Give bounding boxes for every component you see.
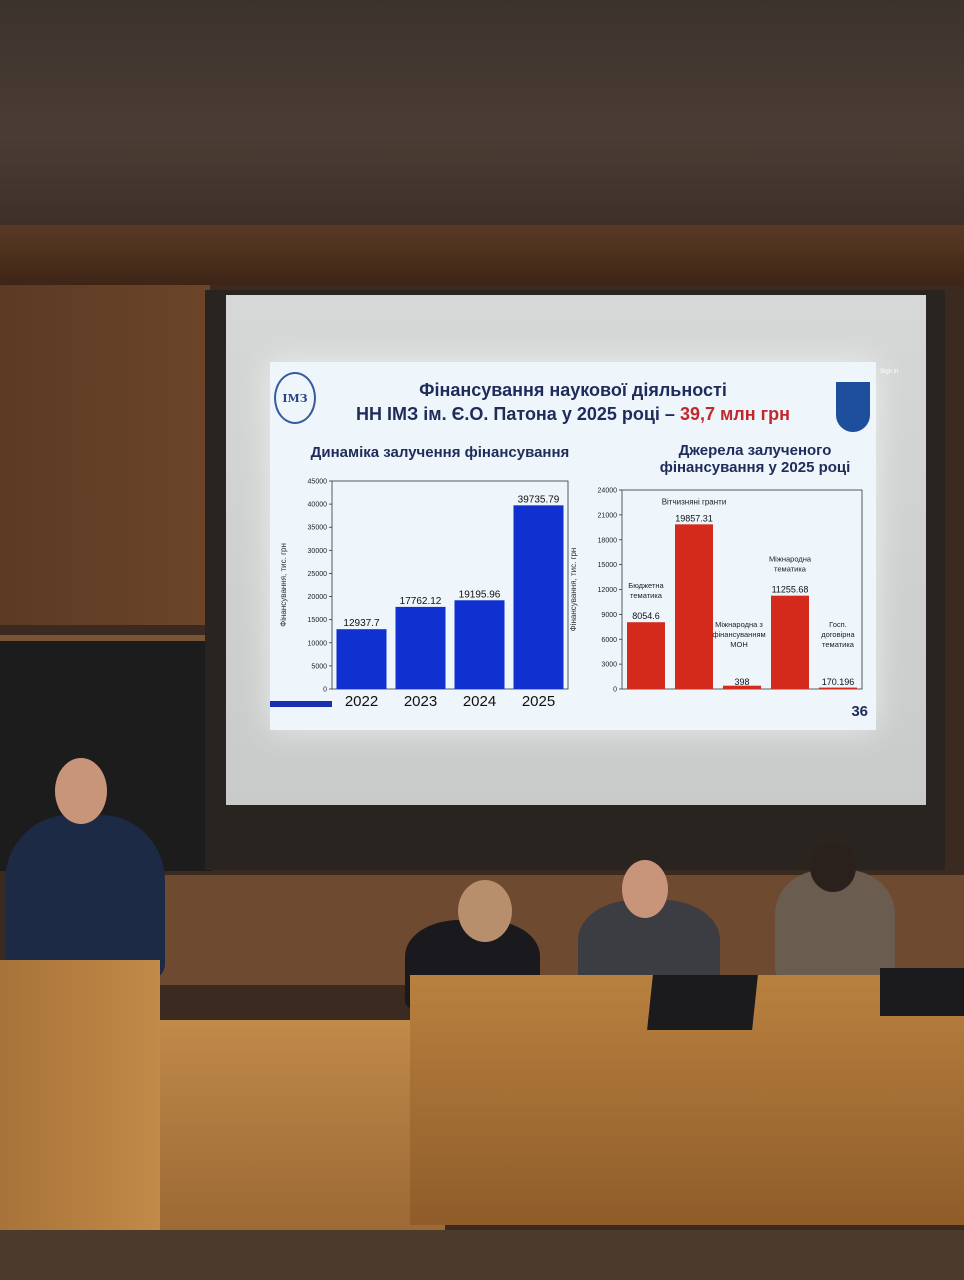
category-label: Бюджетна (628, 581, 664, 590)
kpi-logo-shield-icon (836, 382, 870, 432)
chart1-title: Динаміка залучення фінансування (310, 444, 570, 461)
bar-2-1 (675, 524, 713, 689)
y-tick-label: 3000 (601, 662, 617, 669)
x-tick-label: 2024 (463, 693, 496, 710)
y-axis-label: Фінансування, тис. грн (569, 548, 578, 632)
bar-1-2 (454, 600, 505, 689)
y-tick-label: 45000 (308, 479, 328, 486)
y-tick-label: 15000 (598, 562, 618, 569)
panelist-head (458, 880, 512, 942)
y-tick-label: 35000 (308, 525, 328, 532)
title-highlight: 39,7 млн грн (679, 404, 790, 424)
category-label: Госп. (829, 620, 847, 629)
bar-1-1 (395, 606, 446, 689)
y-tick-label: 20000 (308, 594, 328, 601)
x-tick-label: 2022 (345, 693, 378, 710)
y-tick-label: 40000 (308, 502, 328, 509)
sign-in-link[interactable]: Sign in (880, 369, 899, 375)
bar-2-0 (627, 622, 665, 689)
y-tick-label: 24000 (598, 488, 618, 495)
data-label: 11255.68 (772, 585, 809, 595)
y-tick-label: 6000 (601, 637, 617, 644)
category-label: Вітчизняні гранти (662, 497, 727, 506)
bar-2-4 (819, 687, 857, 689)
y-tick-label: 21000 (598, 512, 618, 519)
funding-dynamics-chart: 0500010000150002000025000300003500040000… (279, 479, 863, 710)
bar-1-0 (336, 629, 387, 689)
side-desk (155, 1020, 445, 1240)
y-tick-label: 15000 (308, 617, 328, 624)
y-tick-label: 9000 (601, 612, 617, 619)
slide-title-line1: Фінансування наукової діяльності (419, 380, 727, 400)
y-tick-label: 25000 (308, 571, 328, 578)
presentation-slide: ІМЗ Фінансування наукової діяльності НН … (270, 362, 876, 730)
x-tick-label: 2023 (404, 693, 437, 710)
x-tick-label: 2025 (522, 693, 555, 710)
category-label: Міжнародна (769, 555, 812, 564)
y-tick-label: 0 (323, 687, 327, 694)
data-label: 19857.31 (675, 513, 713, 523)
category-label: тематика (630, 591, 663, 600)
category-label: фінансуванням (712, 630, 765, 639)
data-label: 39735.79 (518, 494, 560, 505)
data-label: 12937.7 (343, 618, 380, 629)
imz-logo: ІМЗ (274, 372, 316, 424)
data-label: 19195.96 (459, 589, 501, 600)
plot-frame (331, 480, 569, 690)
laptop (647, 975, 758, 1030)
speaker-head (55, 758, 107, 824)
y-axis-label: Фінансування, тис. грн (279, 543, 288, 627)
panelist-head (622, 860, 668, 918)
stone-wall (0, 0, 964, 230)
bar-2-3 (771, 595, 809, 689)
data-label: 8054.6 (632, 611, 660, 621)
category-label: тематика (822, 640, 855, 649)
chart2-title: Джерела залученого фінансування у 2025 р… (659, 442, 851, 476)
category-label: Міжнародна з (715, 620, 763, 629)
laptop (880, 968, 964, 1016)
category-label: тематика (774, 565, 807, 574)
data-label: 170.196 (822, 677, 855, 687)
y-tick-label: 5000 (311, 663, 327, 670)
y-tick-label: 10000 (308, 640, 328, 647)
y-tick-label: 30000 (308, 548, 328, 555)
category-label: МОН (730, 640, 748, 649)
decorative-strip (270, 701, 332, 707)
wood-panel (0, 285, 210, 625)
audience-area (0, 1230, 964, 1280)
bar-1-3 (513, 505, 564, 689)
data-label: 398 (734, 677, 749, 687)
slide-title-line2: НН ІМЗ ім. Є.О. Патона у 2025 році – 39,… (270, 404, 876, 425)
wooden-beam (0, 225, 964, 285)
data-label: 17762.12 (400, 596, 442, 607)
y-tick-label: 12000 (598, 587, 618, 594)
bar-2-2 (723, 685, 761, 689)
category-label: договірна (821, 630, 855, 639)
title-text: НН ІМЗ ім. Є.О. Патона у 2025 році – (356, 404, 680, 424)
panelist-head (810, 842, 856, 892)
y-tick-label: 0 (613, 687, 617, 694)
speaker (5, 815, 165, 980)
slide-number: 36 (851, 703, 868, 720)
podium (0, 960, 160, 1280)
y-tick-label: 18000 (598, 537, 618, 544)
